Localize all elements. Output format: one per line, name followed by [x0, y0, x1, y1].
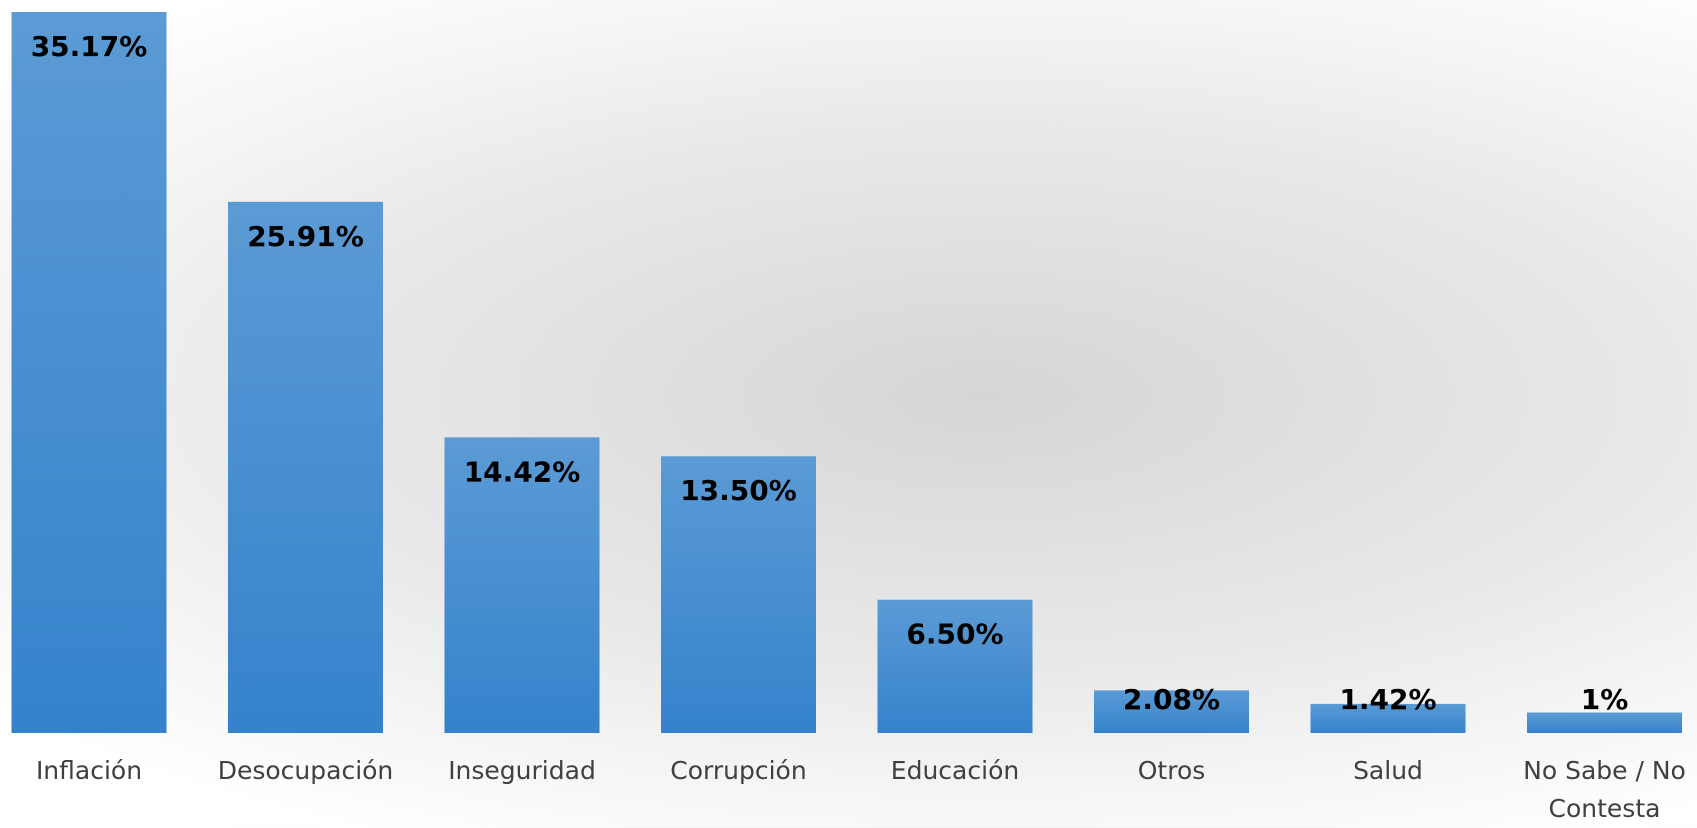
x-tick-label: Inseguridad	[448, 756, 596, 785]
x-tick-label: Inflación	[35, 756, 143, 785]
data-label: 35.17%	[31, 30, 148, 63]
bar	[228, 201, 383, 733]
data-label: 13.50%	[680, 474, 797, 507]
data-label: 2.08%	[1123, 683, 1220, 716]
bar	[877, 599, 1033, 733]
bar	[444, 437, 600, 733]
x-tick-label: No Sabe / No Contesta	[1523, 756, 1686, 823]
bar	[1527, 712, 1682, 733]
bar	[1094, 690, 1249, 733]
x-tick-label: Educación	[890, 756, 1020, 785]
data-label: 25.91%	[247, 220, 364, 253]
data-label: 6.50%	[906, 618, 1003, 651]
x-tick-label: Corrupción	[670, 756, 807, 785]
bar	[1310, 703, 1466, 733]
x-tick-label: Salud	[1353, 756, 1423, 785]
data-label: 14.42%	[464, 455, 581, 488]
bar	[661, 456, 816, 733]
bar	[11, 12, 167, 733]
x-tick-label: Otros	[1137, 756, 1206, 785]
x-tick-label: Desocupación	[217, 756, 394, 785]
data-label: 1.42%	[1339, 683, 1436, 716]
data-label: 1%	[1581, 683, 1629, 716]
